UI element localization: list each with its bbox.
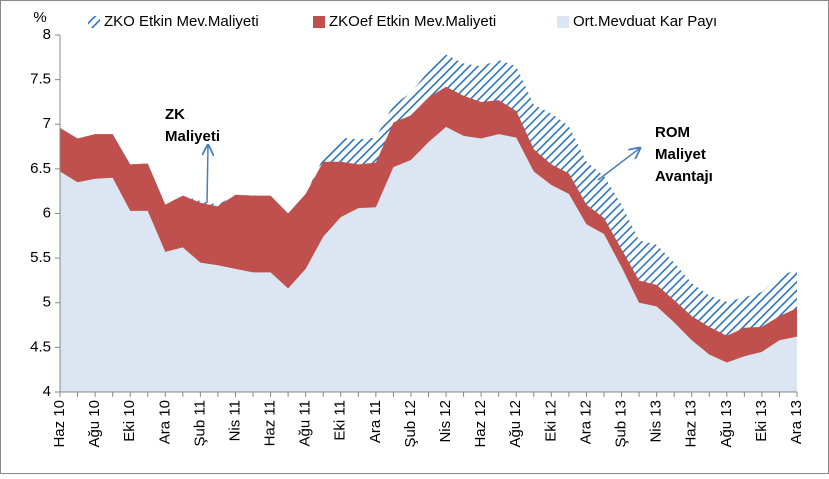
x-tick-label: Nis 11 [226, 400, 243, 441]
y-tick-label: 7.5 [30, 71, 51, 88]
x-tick-label: Haz 12 [472, 400, 489, 448]
x-tick-label: Eki 10 [121, 400, 138, 442]
legend-swatch [313, 16, 325, 28]
x-tick-label: Ağu 12 [507, 400, 524, 448]
legend-swatch [557, 16, 569, 28]
annotation: ROM [655, 124, 690, 141]
annotation: ZK [165, 106, 185, 123]
x-tick-label: Nis 13 [648, 400, 665, 443]
legend-label: Ort.Mevduat Kar Payı [573, 13, 717, 30]
annotation: Maliyet [655, 146, 706, 163]
legend-swatch [88, 16, 100, 28]
x-tick-label: Eki 12 [542, 400, 559, 442]
annotation-arrow [207, 145, 208, 204]
x-tick-label: Şub 13 [612, 400, 629, 448]
y-tick-label: 6 [43, 204, 51, 221]
area [60, 126, 797, 393]
y-tick-label: 5 [43, 294, 51, 311]
y-tick-label: 8 [43, 26, 51, 43]
legend-label: ZKOef Etkin Mev.Maliyeti [329, 13, 496, 30]
x-tick-label: Haz 13 [683, 400, 700, 448]
x-tick-label: Ara 12 [577, 400, 594, 444]
x-tick-label: Ara 11 [367, 400, 384, 443]
y-tick-label: 6.5 [30, 160, 51, 177]
x-tick-label: Ağu 10 [86, 400, 103, 448]
annotation: Avantajı [655, 168, 713, 185]
legend-label: ZKO Etkin Mev.Maliyeti [104, 13, 259, 30]
x-tick-label: Şub 11 [191, 400, 208, 446]
x-tick-label: Eki 13 [753, 400, 770, 442]
x-tick-label: Ağu 13 [718, 400, 735, 448]
y-tick-label: 4.5 [30, 338, 51, 355]
x-tick-label: Ara 10 [156, 400, 173, 444]
y-tick-label: 5.5 [30, 249, 51, 266]
x-tick-label: Haz 10 [51, 400, 68, 448]
y-tick-label: 4 [43, 383, 51, 400]
x-tick-label: Haz 11 [262, 400, 279, 446]
x-tick-label: Ağu 11 [297, 400, 314, 446]
x-tick-label: Eki 11 [332, 400, 349, 441]
annotation: Maliyeti [165, 128, 220, 145]
annotation-arrow [597, 148, 640, 181]
x-tick-label: Ara 13 [788, 400, 805, 444]
x-tick-label: Nis 12 [437, 400, 454, 443]
x-tick-label: Şub 12 [402, 400, 419, 448]
y-tick-label: 7 [43, 115, 51, 132]
y-axis-label: % [33, 9, 46, 26]
